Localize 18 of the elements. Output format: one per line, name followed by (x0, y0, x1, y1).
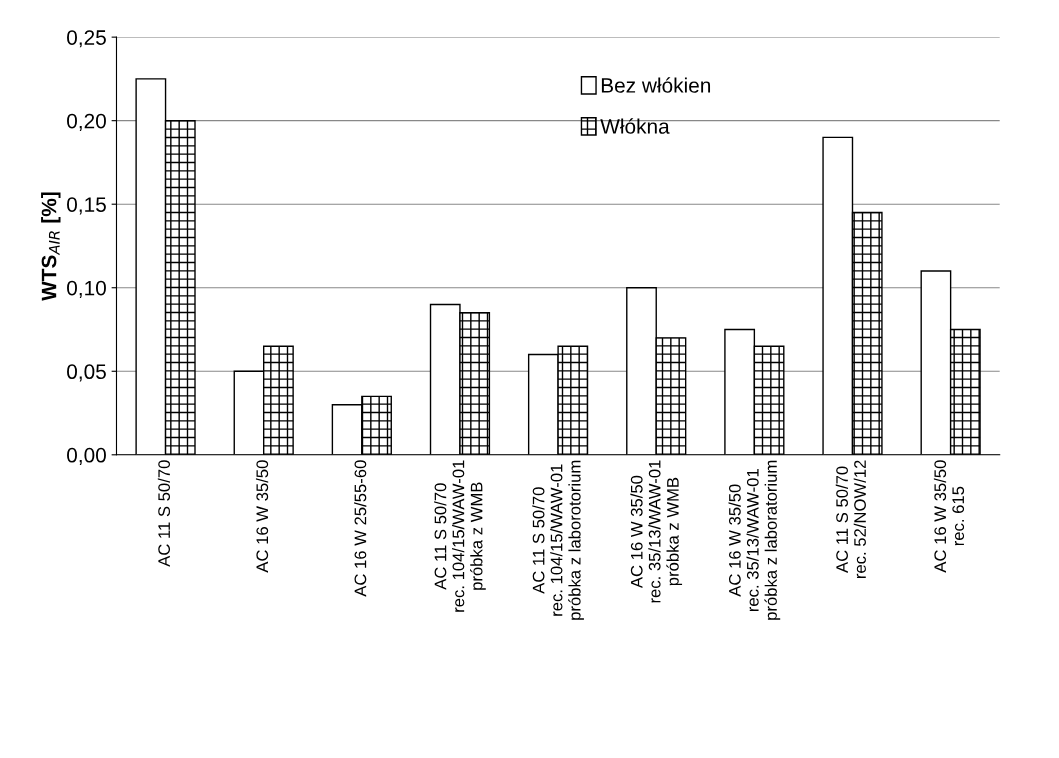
y-tick-label: 0,15 (67, 197, 106, 215)
x-tick-label: AC 11 S 50/70 rec. 104/15/WAW-01 próbka z WMB (434, 460, 486, 612)
y-tick-label: 0,20 (67, 113, 106, 131)
y-tick-label: 0,05 (67, 364, 106, 382)
x-tick-label: AC 16 W 35/50 rec. 615 (933, 460, 965, 573)
y-tick-label: 0,00 (67, 447, 106, 466)
x-tick-label: AC 16 W 35/50 (255, 460, 269, 573)
x-tick-label: AC 11 S 50/70 rec. 104/15/WAW-01 próbka z laborotorium (532, 460, 584, 620)
x-tick-label: AC 11 S 50/70 rec. 52/NOW/12 (835, 460, 866, 579)
x-tick-label: AC 16 W 25/55-60 (354, 460, 367, 597)
x-tick-label: AC 16 W 35/50 rec. 35/13/WAW-01 próbka z WMB (630, 460, 683, 603)
legend-label: Włókna (600, 118, 670, 134)
y-tick-label: 0,25 (67, 30, 106, 48)
x-tick-label: AC 11 S 50/70 (157, 460, 171, 567)
y-axis-title: WTS$_{AIR}$ [%] (41, 192, 61, 301)
legend-label: Bez włókien (601, 77, 711, 93)
x-tick-label: AC 16 W 35/50 rec. 35/13/WAW-01 próbka z laboratorium (728, 460, 781, 620)
y-tick-label: 0,10 (67, 280, 106, 298)
